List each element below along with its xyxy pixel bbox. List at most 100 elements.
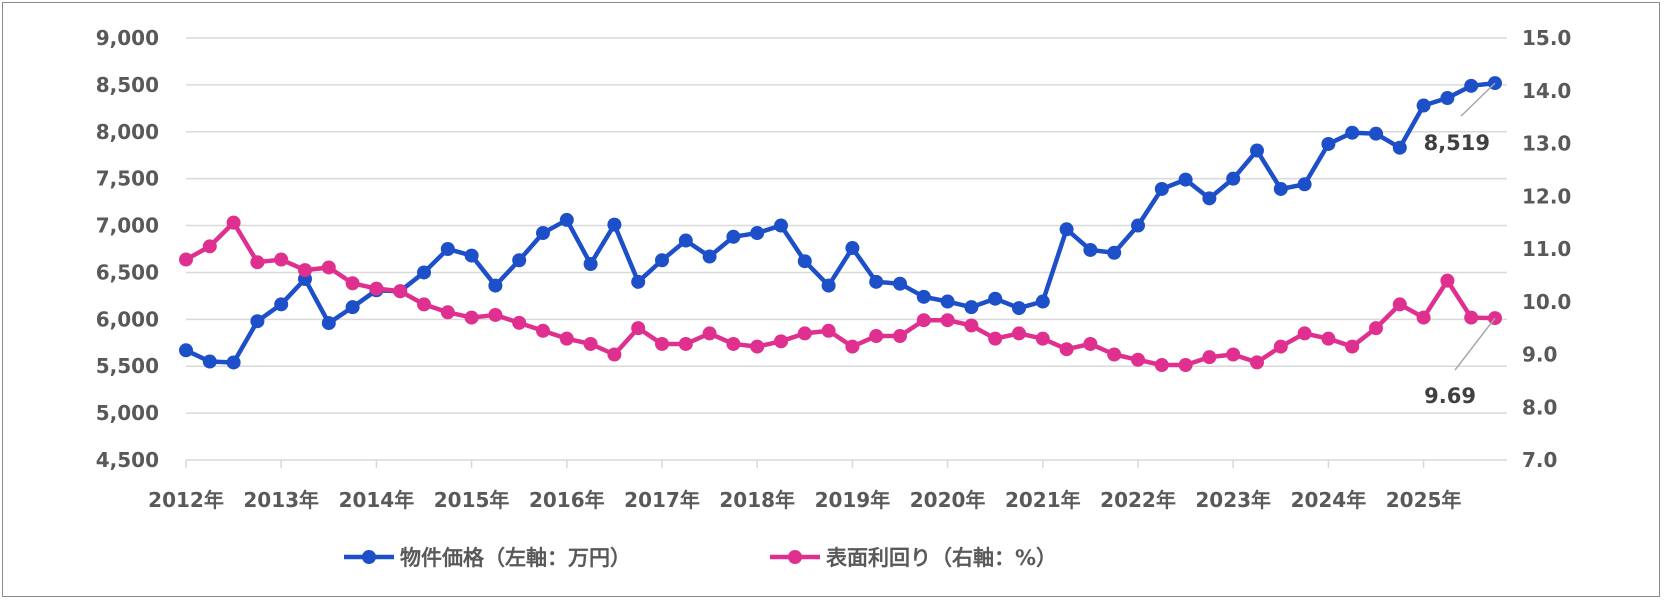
data-point: [512, 253, 527, 268]
data-point: [869, 329, 884, 344]
data-point: [1464, 310, 1479, 325]
data-point: [393, 284, 408, 299]
data-point: [964, 318, 979, 333]
data-point: [893, 329, 907, 344]
data-point: [559, 331, 574, 346]
legend-marker-icon: [362, 550, 376, 564]
data-point: [1202, 350, 1217, 365]
data-point: [750, 226, 765, 241]
y-left-tick-label: 4,500: [96, 448, 159, 472]
data-point: [631, 274, 646, 289]
data-point: [1273, 339, 1288, 354]
x-tick-label: 2018年: [719, 488, 795, 512]
data-point: [488, 307, 503, 322]
data-point: [583, 336, 598, 351]
data-point: [1273, 181, 1288, 196]
data-label: 8,519: [1424, 131, 1490, 155]
x-tick-label: 2020年: [910, 488, 986, 512]
data-point: [1369, 321, 1383, 336]
data-point: [417, 265, 431, 280]
data-point: [988, 331, 1003, 346]
data-label: 9.69: [1424, 384, 1476, 408]
data-point: [702, 326, 717, 341]
data-point: [1083, 242, 1098, 257]
data-point: [1250, 355, 1264, 370]
x-tick-label: 2014年: [339, 488, 415, 512]
legend-label: 物件価格（左軸：万円）: [400, 546, 631, 570]
data-point: [1083, 336, 1098, 351]
data-point: [464, 310, 479, 325]
data-point: [1297, 177, 1312, 192]
data-point: [631, 321, 646, 336]
x-tick-label: 2025年: [1386, 488, 1462, 512]
data-point: [1202, 191, 1217, 206]
data-point: [583, 257, 598, 272]
data-point: [940, 313, 955, 328]
data-point: [1345, 339, 1360, 354]
data-point: [1392, 297, 1407, 312]
data-point: [179, 252, 193, 267]
data-point: [988, 291, 1003, 306]
legend-marker-icon: [788, 550, 802, 564]
data-point: [774, 334, 788, 349]
data-point: [345, 276, 360, 291]
y-right-tick-label: 11.0: [1522, 237, 1571, 261]
x-tick-label: 2012年: [148, 488, 224, 512]
data-point: [1226, 171, 1241, 186]
data-point: [202, 354, 217, 369]
data-point: [1416, 98, 1431, 113]
data-point: [1178, 358, 1193, 373]
data-label-leader: [1460, 82, 1496, 117]
y-right-tick-label: 12.0: [1522, 184, 1571, 208]
data-point: [488, 278, 503, 293]
y-left-tick-label: 6,000: [96, 307, 159, 331]
data-label-leader: [1454, 317, 1496, 371]
data-point: [1012, 301, 1026, 316]
data-point: [440, 305, 455, 320]
legend-label: 表面利回り（右軸：%）: [826, 546, 1057, 570]
data-point: [1369, 126, 1383, 141]
data-point: [940, 294, 955, 309]
data-point: [607, 217, 622, 232]
x-tick-label: 2021年: [1005, 488, 1081, 512]
data-point: [678, 233, 693, 248]
data-point: [1178, 172, 1193, 187]
data-point: [916, 289, 931, 304]
data-point: [1345, 125, 1360, 140]
data-point: [226, 355, 241, 370]
x-tick-label: 2023年: [1195, 488, 1271, 512]
data-point: [1035, 331, 1050, 346]
y-left-tick-label: 5,500: [96, 354, 159, 378]
data-point: [1059, 222, 1074, 237]
data-point: [345, 300, 360, 315]
data-point: [726, 229, 741, 244]
data-point: [916, 313, 931, 328]
data-point: [1154, 181, 1169, 196]
data-point: [774, 218, 788, 233]
data-point: [1059, 342, 1074, 357]
data-point: [536, 226, 550, 241]
x-tick-label: 2015年: [434, 488, 510, 512]
data-point: [821, 278, 836, 293]
data-point: [512, 315, 527, 330]
y-left-tick-label: 7,000: [96, 214, 159, 238]
y-left-tick-label: 7,500: [96, 167, 159, 191]
x-tick-label: 2019年: [815, 488, 891, 512]
y-right-tick-label: 15.0: [1522, 26, 1571, 50]
data-point: [1321, 136, 1336, 151]
data-point: [417, 297, 431, 312]
data-point: [202, 239, 217, 254]
data-point: [1416, 310, 1431, 325]
data-point: [440, 242, 455, 256]
data-point: [1250, 143, 1264, 158]
data-point: [845, 339, 860, 354]
data-point: [1321, 331, 1336, 346]
data-point: [1131, 352, 1145, 367]
data-point: [1154, 358, 1169, 373]
data-point: [321, 260, 336, 275]
data-point: [1131, 218, 1145, 233]
data-point: [1297, 326, 1312, 341]
data-point: [607, 347, 622, 362]
y-right-tick-label: 10.0: [1522, 290, 1571, 314]
